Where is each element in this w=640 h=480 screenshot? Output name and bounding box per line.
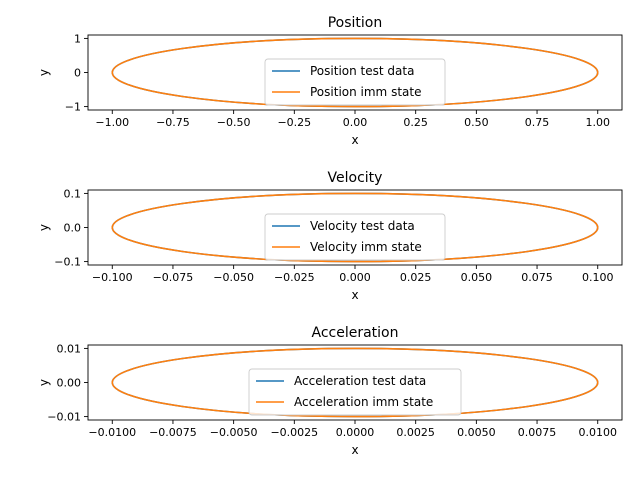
x-tick-label: 1.00 xyxy=(585,116,610,129)
legend-box xyxy=(264,58,446,106)
x-tick-label: 0.000 xyxy=(339,271,371,284)
x-tick-label: 0.100 xyxy=(582,271,614,284)
x-tick-label: −0.25 xyxy=(277,116,311,129)
x-tick-label: −0.0075 xyxy=(149,426,197,439)
x-tick-label: −0.50 xyxy=(217,116,251,129)
y-tick-label: 0 xyxy=(74,67,81,80)
y-tick-label: 0.01 xyxy=(57,342,82,355)
y-tick-label: 1 xyxy=(74,32,81,45)
y-tick-label: −0.01 xyxy=(47,411,81,424)
x-tick-label: 0.0075 xyxy=(518,426,557,439)
x-tick-label: 0.075 xyxy=(521,271,553,284)
legend-box xyxy=(248,368,462,416)
x-tick-label: 0.0100 xyxy=(578,426,617,439)
series-line-2 xyxy=(111,192,599,263)
legend-entry: Velocity test data xyxy=(310,219,415,233)
x-tick-label: −0.050 xyxy=(213,271,254,284)
x-tick-label: 0.0000 xyxy=(336,426,375,439)
legend: Acceleration test data Acceleration imm s… xyxy=(248,368,462,416)
chart-title: Acceleration xyxy=(312,325,399,341)
x-tick-label: 0.00 xyxy=(343,116,368,129)
x-tick-label: 0.050 xyxy=(461,271,493,284)
y-tick-label: 0.0 xyxy=(64,222,82,235)
x-tick-label: −0.0025 xyxy=(270,426,318,439)
y-tick-label: 0.00 xyxy=(57,377,82,390)
legend-entry: Velocity imm state xyxy=(310,240,422,254)
y-axis-label: y xyxy=(37,379,51,386)
x-tick-label: −0.0050 xyxy=(210,426,258,439)
legend-box xyxy=(264,213,446,261)
x-tick-label: −0.075 xyxy=(153,271,194,284)
x-axis-label: x xyxy=(351,288,358,302)
series-line-2 xyxy=(111,37,599,108)
legend-entry: Position test data xyxy=(310,64,414,78)
legend-entry: Acceleration imm state xyxy=(294,395,433,409)
x-tick-label: 0.50 xyxy=(464,116,489,129)
x-tick-label: −0.0100 xyxy=(88,426,136,439)
x-tick-label: −1.00 xyxy=(95,116,129,129)
subplot-1: −1.00 −0.75 −0.50 −0.25 0.00 0.25 0.50 0.75 1.00… xyxy=(37,15,623,147)
x-tick-label: 0.0025 xyxy=(396,426,435,439)
series-line-2 xyxy=(111,347,599,418)
y-tick-label: 0.1 xyxy=(64,187,82,200)
subplot-2: −0.100 −0.075 −0.050 −0.025 0.000 0.025 0.050 0… xyxy=(37,170,623,302)
y-axis-label: y xyxy=(37,69,51,76)
x-tick-label: 0.025 xyxy=(400,271,432,284)
y-axis-label: y xyxy=(37,224,51,231)
y-tick-label: −0.1 xyxy=(54,256,81,269)
subplot-3: −0.0100 −0.0075 −0.0050 −0.0025 0.0000 0.0025… xyxy=(37,325,623,457)
x-tick-label: 0.0050 xyxy=(457,426,496,439)
legend: Position test data Position imm state xyxy=(264,58,446,106)
x-tick-label: −0.75 xyxy=(156,116,190,129)
chart-title: Position xyxy=(328,15,383,31)
x-axis-label: x xyxy=(351,133,358,147)
x-tick-label: −0.100 xyxy=(92,271,133,284)
legend-entry: Acceleration test data xyxy=(294,374,426,388)
x-axis-label: x xyxy=(351,443,358,457)
chart-title: Velocity xyxy=(328,170,383,186)
x-tick-label: −0.025 xyxy=(274,271,315,284)
y-tick-label: −1 xyxy=(65,101,81,114)
x-tick-label: 0.25 xyxy=(403,116,428,129)
legend: Velocity test data Velocity imm state xyxy=(264,213,446,261)
legend-entry: Position imm state xyxy=(310,85,421,99)
x-tick-label: 0.75 xyxy=(525,116,550,129)
